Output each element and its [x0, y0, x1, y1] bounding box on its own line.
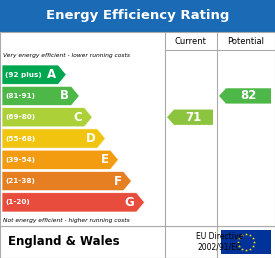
Bar	[0, 226, 275, 258]
Polygon shape	[2, 150, 119, 170]
Text: England & Wales: England & Wales	[8, 236, 120, 248]
Text: C: C	[74, 111, 82, 124]
Text: Not energy efficient - higher running costs: Not energy efficient - higher running co…	[3, 218, 130, 223]
Text: A: A	[47, 68, 56, 81]
Text: (69-80): (69-80)	[5, 114, 35, 120]
Text: EU Directive
2002/91/EC: EU Directive 2002/91/EC	[196, 232, 244, 252]
Polygon shape	[2, 108, 92, 127]
Text: 71: 71	[185, 111, 202, 124]
Bar	[0, 32, 275, 226]
Polygon shape	[2, 86, 79, 106]
Polygon shape	[219, 88, 271, 104]
Text: Energy Efficiency Rating: Energy Efficiency Rating	[46, 10, 229, 22]
Text: B: B	[60, 90, 69, 102]
Polygon shape	[2, 171, 131, 191]
Polygon shape	[2, 129, 105, 148]
Polygon shape	[2, 65, 66, 84]
Text: Very energy efficient - lower running costs: Very energy efficient - lower running co…	[3, 53, 130, 58]
Text: Potential: Potential	[227, 36, 265, 45]
Text: (81-91): (81-91)	[5, 93, 35, 99]
Text: (55-68): (55-68)	[5, 135, 35, 141]
Text: (39-54): (39-54)	[5, 157, 35, 163]
Bar	[221, 230, 271, 254]
Polygon shape	[2, 193, 145, 212]
Text: E: E	[100, 153, 108, 166]
Text: Current: Current	[174, 36, 206, 45]
Polygon shape	[167, 110, 213, 125]
Text: D: D	[86, 132, 95, 145]
Text: (21-38): (21-38)	[5, 178, 35, 184]
Bar	[0, 0, 275, 32]
Text: F: F	[114, 175, 122, 188]
Text: G: G	[125, 196, 134, 209]
Text: (1-20): (1-20)	[5, 199, 30, 205]
Text: (92 plus): (92 plus)	[5, 72, 42, 78]
Text: 82: 82	[240, 90, 257, 102]
